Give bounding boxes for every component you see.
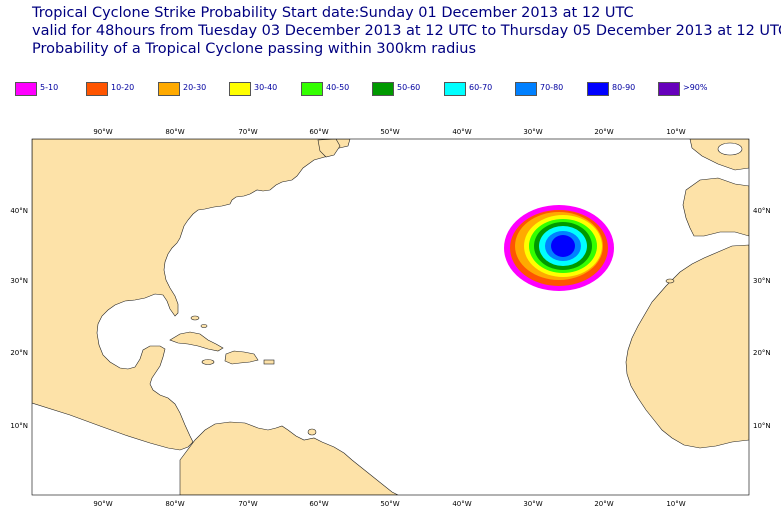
legend-swatch [587,82,609,96]
longitude-label: 10°W [666,128,685,136]
longitude-label: 70°W [238,500,257,508]
longitude-label: 40°W [452,500,471,508]
longitude-label: 50°W [380,128,399,136]
bahamas-land [190,315,200,321]
longitude-label: 50°W [380,500,399,508]
title-line-1: Tropical Cyclone Strike Probability Star… [32,5,634,21]
longitude-label: 40°W [452,128,471,136]
longitude-label: 80°W [165,128,184,136]
legend-label: 40-50 [326,83,350,92]
latitude-label: 20°N [10,349,28,357]
latitude-label: 10°N [753,422,771,430]
title-line-2: valid for 48hours from Tuesday 03 Decemb… [32,23,781,39]
legend-label: >90% [683,83,708,92]
contour-band [551,235,575,257]
legend-swatch [229,82,251,96]
map-frame [31,138,750,496]
longitude-label: 90°W [93,500,112,508]
longitude-label: 60°W [309,500,328,508]
latitude-label: 40°N [10,207,28,215]
legend-label: 50-60 [397,83,421,92]
latitude-label: 30°N [10,277,28,285]
latitude-label: 20°N [753,349,771,357]
legend-label: 70-80 [540,83,564,92]
north-america-land [32,139,351,451]
canary-islands-land [665,278,675,284]
legend-label: 20-30 [183,83,207,92]
probability-contours [504,205,614,291]
legend-swatch [372,82,394,96]
longitude-label: 10°W [666,500,685,508]
legend-label: 5-10 [40,83,59,92]
latitude-label: 40°N [753,207,771,215]
jamaica-land [201,359,215,365]
legend-swatch [158,82,180,96]
legend-label: 10-20 [111,83,135,92]
hispaniola-land [224,350,259,365]
legend-swatch [86,82,108,96]
legend-label: 80-90 [612,83,636,92]
trinidad-land [307,428,317,436]
legend-swatch [15,82,37,96]
legend-swatch [515,82,537,96]
longitude-label: 60°W [309,128,328,136]
legend-swatch [658,82,680,96]
latitude-label: 10°N [10,422,28,430]
legend-label: 30-40 [254,83,278,92]
africa-land [625,244,749,449]
land-layer [32,139,749,495]
legend-swatch [444,82,466,96]
longitude-label: 20°W [594,500,613,508]
cuba-land [169,331,224,352]
legend-swatch [301,82,323,96]
graticule-labels: 90°W 90°W 80°W 80°W 70°W 70°W 60°W 60°W 50°W 50°W… [10,128,770,508]
longitude-label: 30°W [523,128,542,136]
longitude-label: 70°W [238,128,257,136]
title-line-3: Probability of a Tropical Cyclone passin… [32,41,477,57]
longitude-label: 80°W [165,500,184,508]
longitude-label: 30°W [523,500,542,508]
latitude-label: 30°N [753,277,771,285]
south-america-land [179,421,399,495]
longitude-label: 90°W [93,128,112,136]
legend-label: 60-70 [469,83,493,92]
iberia-land [682,177,749,237]
puerto-rico-land [263,359,275,365]
longitude-label: 20°W [594,128,613,136]
newfoundland-land [317,139,341,158]
